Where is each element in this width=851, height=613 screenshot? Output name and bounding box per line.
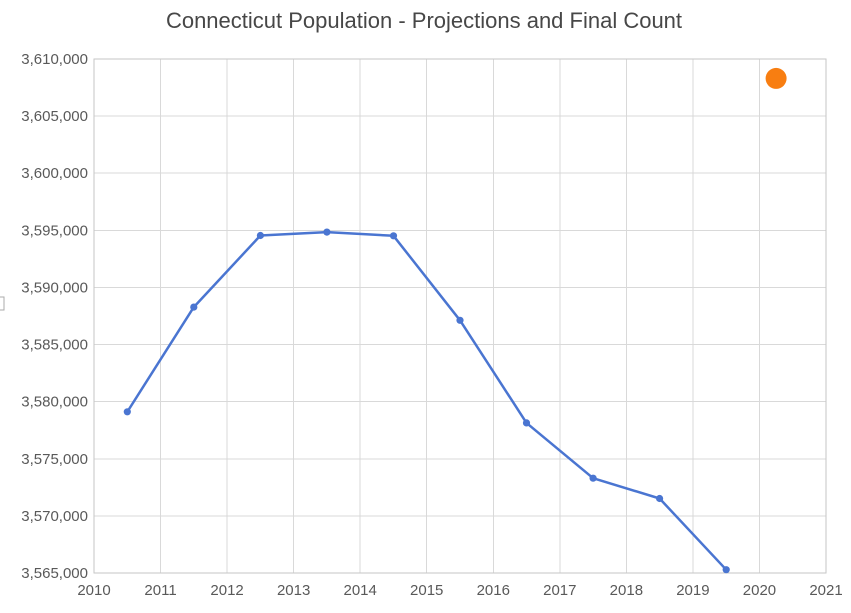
clipped-axis-artifact [0,296,5,311]
y-tick-label: 3,565,000 [21,565,88,582]
y-axis-tick-labels: 3,565,000 3,570,000 3,575,000 3,580,000 3,58… [21,51,88,582]
series-final-count [765,67,787,89]
data-point [256,231,264,240]
y-tick-label: 3,595,000 [21,222,88,239]
data-point [123,408,131,416]
series-projections [123,228,730,574]
plot-area-border [93,58,827,574]
data-point [456,316,464,324]
series-line [126,230,728,571]
data-point [589,474,597,482]
data-point [190,303,198,311]
data-point [765,67,787,89]
x-axis-tick-labels: 2010 2011 2012 2013 2014 2015 2016 2017 2018 2019… [77,582,842,599]
x-tick-label: 2010 [77,582,110,599]
x-tick-label: 2019 [676,582,709,599]
x-tick-label: 2015 [410,582,443,599]
x-tick-label: 2012 [210,582,243,599]
x-tick-label: 2020 [743,582,776,599]
y-tick-label: 3,575,000 [21,451,88,468]
x-tick-label: 2021 [809,582,842,599]
data-point [722,566,730,574]
x-tick-label: 2017 [543,582,576,599]
y-tick-label: 3,570,000 [21,508,88,525]
chart-title: Connecticut Population - Projections and… [166,8,682,33]
y-tick-label: 3,600,000 [21,165,88,182]
y-tick-label: 3,605,000 [21,108,88,125]
data-series [123,67,787,574]
data-point [656,494,664,503]
x-tick-label: 2013 [277,582,310,599]
data-point [323,228,331,236]
x-tick-label: 2011 [144,582,176,599]
y-tick-label: 3,590,000 [21,279,88,296]
y-tick-label: 3,610,000 [21,51,88,68]
x-tick-label: 2014 [343,582,376,599]
x-tick-label: 2016 [477,582,510,599]
data-point [389,232,398,240]
gridlines [93,58,827,574]
y-tick-label: 3,580,000 [21,394,88,411]
data-point [522,419,531,427]
x-tick-label: 2018 [610,582,643,599]
y-tick-label: 3,585,000 [21,337,88,354]
